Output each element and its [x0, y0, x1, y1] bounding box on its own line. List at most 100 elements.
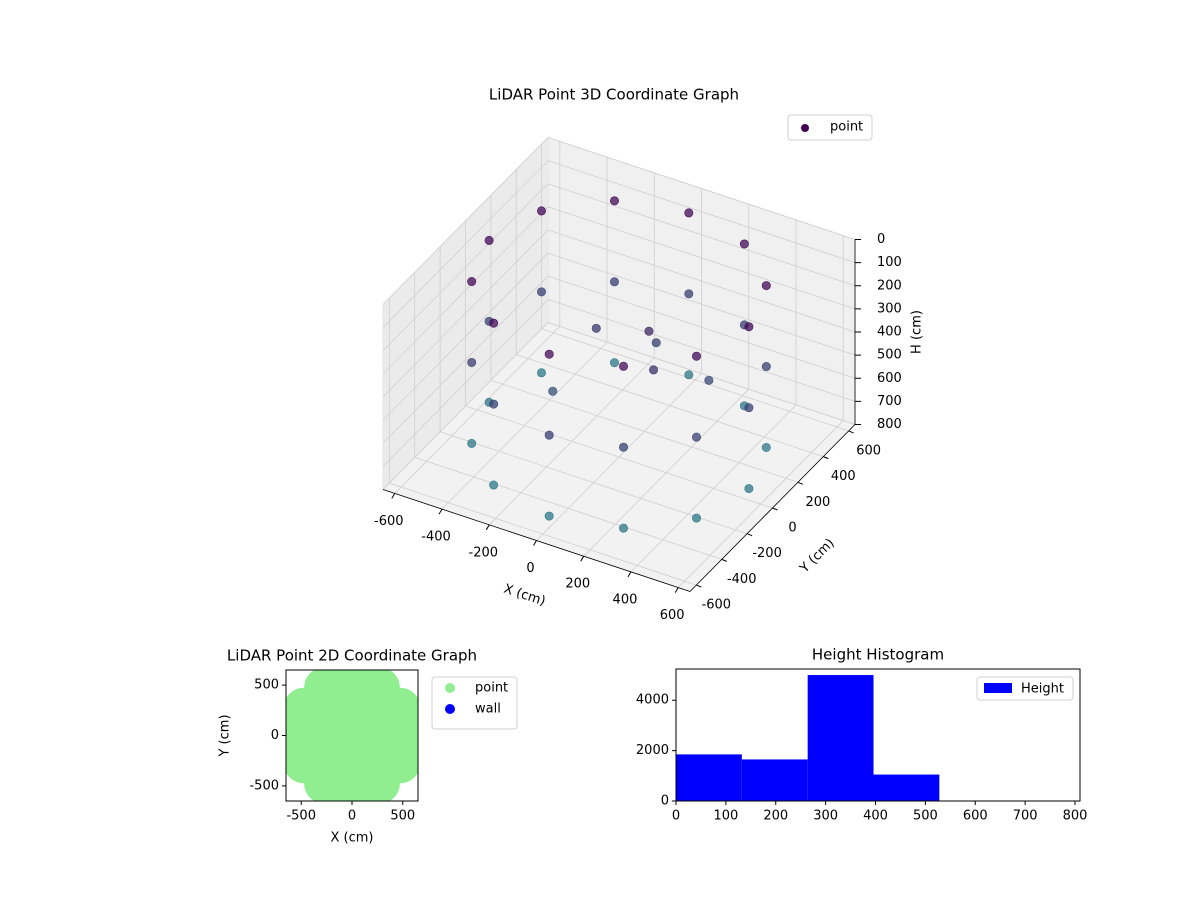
legend-marker	[445, 704, 455, 714]
x-tick-label: -600	[374, 514, 404, 529]
point	[591, 323, 601, 333]
grid-line	[382, 206, 856, 375]
x-tick-label: 700	[1013, 809, 1038, 824]
x-tick-label: 100	[713, 809, 738, 824]
y-tick-label: 0	[271, 728, 279, 743]
x-tick	[674, 587, 679, 593]
bar	[807, 675, 874, 801]
axes-frame	[675, 668, 1081, 802]
point	[761, 281, 771, 291]
x-tick	[391, 493, 396, 499]
bar	[741, 759, 808, 801]
y-tick	[721, 558, 727, 562]
bar	[676, 754, 742, 801]
y-tick-label: 400	[831, 469, 856, 484]
z-tick-label: 0	[877, 232, 885, 247]
z-tick-label: 400	[877, 325, 902, 340]
grid-line	[382, 160, 856, 328]
point	[684, 208, 694, 218]
y-tick	[696, 584, 702, 588]
y-tick-label: 0	[661, 794, 669, 809]
z-tick-label: 100	[877, 255, 902, 270]
z-tick-label: 200	[877, 278, 902, 293]
point	[619, 523, 629, 533]
legend-box	[787, 114, 873, 141]
point	[609, 196, 619, 206]
point	[619, 361, 629, 371]
x-tick-label: 0	[526, 561, 534, 576]
x-tick-label: 400	[863, 809, 888, 824]
x-tick	[485, 524, 490, 531]
legend-marker	[445, 683, 455, 693]
y-tick	[772, 507, 778, 511]
y-tick-label: 500	[254, 678, 279, 693]
point	[489, 480, 499, 490]
axis-line	[382, 239, 856, 592]
point	[609, 358, 619, 368]
x-tick	[580, 555, 585, 562]
point	[739, 239, 749, 249]
legend-label: point	[475, 681, 508, 696]
plot-area	[286, 670, 418, 801]
x-tick	[438, 508, 443, 515]
point	[744, 484, 754, 494]
point	[536, 368, 546, 378]
point	[649, 365, 659, 375]
y-tick-label: 0	[788, 521, 796, 536]
point	[536, 206, 546, 216]
grid-line	[382, 229, 856, 398]
bar	[873, 774, 940, 801]
y-tick-label: -400	[727, 572, 757, 587]
y-tick-label: -500	[249, 778, 279, 793]
y-tick	[797, 481, 804, 485]
point	[484, 235, 494, 245]
point	[548, 386, 558, 396]
y-tick-label: -200	[752, 546, 782, 561]
x-tick-label: 800	[1063, 809, 1088, 824]
z-tick-label: 300	[877, 301, 902, 316]
point	[692, 351, 702, 361]
legend-label: point	[830, 120, 863, 135]
grid-line	[382, 275, 856, 444]
point	[536, 287, 546, 297]
point	[644, 326, 654, 336]
legend-label: Height	[1021, 682, 1064, 697]
x-tick-label: 0	[672, 809, 680, 824]
point	[692, 432, 702, 442]
grid-line	[382, 252, 856, 421]
point	[704, 375, 714, 385]
y-tick	[746, 533, 753, 537]
x-tick-label: -500	[286, 809, 316, 824]
x-tick-label: 600	[963, 809, 988, 824]
legend-swatch	[984, 683, 1012, 693]
point	[332, 715, 372, 756]
z-tick-label: 600	[877, 371, 902, 386]
y-tick-label: 2000	[636, 743, 669, 758]
x-tick	[533, 540, 537, 546]
z-tick-label: 800	[877, 417, 902, 432]
x-tick-label: -200	[469, 545, 499, 560]
z-tick-label: 700	[877, 394, 902, 409]
x-axis-label: X (cm)	[331, 831, 374, 846]
point	[651, 338, 661, 348]
point	[467, 438, 477, 448]
point	[544, 430, 554, 440]
x-tick-label: 500	[390, 809, 415, 824]
y-axis-label: Y (cm)	[218, 714, 233, 757]
grid-line	[382, 183, 856, 352]
x-tick-label: 400	[613, 592, 638, 607]
legend-label: wall	[475, 702, 501, 717]
chart-title: LiDAR Point 3D Coordinate Graph	[489, 86, 739, 104]
x-tick-label: 500	[913, 809, 938, 824]
point	[467, 357, 477, 367]
grid-line	[382, 137, 856, 305]
legend-box	[976, 676, 1074, 701]
point	[489, 318, 499, 328]
point	[684, 289, 694, 299]
point	[489, 399, 499, 409]
point	[619, 442, 629, 452]
point	[761, 442, 771, 452]
point	[684, 370, 694, 380]
grid-line	[382, 298, 856, 467]
